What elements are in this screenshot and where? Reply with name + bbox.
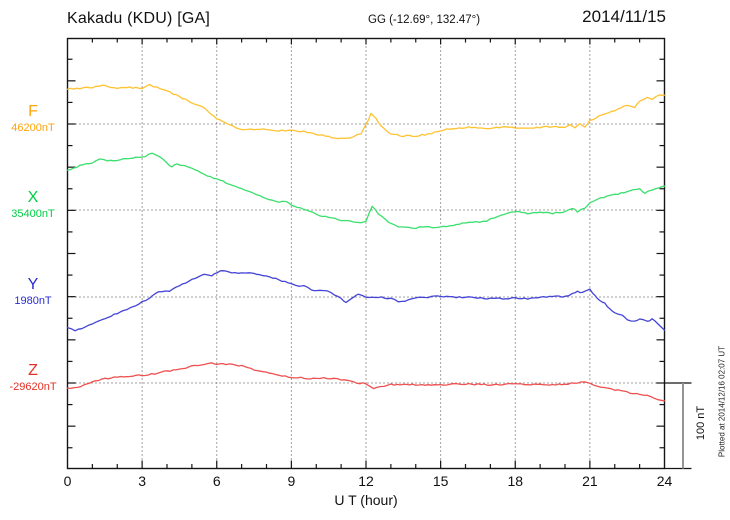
channel-baseline-Y: 1980nT	[14, 295, 52, 307]
x-tick-label-12: 12	[358, 473, 374, 489]
x-tick-label-3: 3	[138, 473, 147, 489]
trace-F	[66, 83, 666, 140]
trace-Y	[66, 270, 666, 332]
x-tick-label-15: 15	[432, 473, 449, 489]
plot-date: 2014/11/15	[582, 7, 666, 26]
x-tick-label-0: 0	[63, 473, 72, 489]
x-tick-label-9: 9	[287, 473, 296, 489]
trace-Z	[66, 362, 666, 402]
channel-letter-Z: Z	[28, 362, 38, 379]
channel-baseline-Z: -29620nT	[9, 381, 57, 393]
x-axis-title: U T (hour)	[334, 492, 398, 508]
geographic-coordinates: GG (-12.69°, 132.47°)	[368, 14, 481, 26]
trace-X	[66, 152, 666, 230]
x-tick-label-6: 6	[212, 473, 221, 489]
x-tick-label-18: 18	[507, 473, 524, 489]
channel-label-X: X 35400nT	[4, 189, 62, 221]
channel-baseline-X: 35400nT	[11, 208, 55, 220]
channel-letter-Y: Y	[27, 276, 39, 293]
channel-label-Z: Z -29620nT	[4, 362, 62, 394]
station-title: Kakadu (KDU) [GA]	[67, 10, 211, 27]
plot-timestamp-note: Plotted at 2014/12/16 02:07 UT	[717, 345, 727, 458]
x-tick-label-21: 21	[582, 473, 598, 489]
scale-bar-label: 100 nT	[695, 405, 707, 441]
x-tick-label-24: 24	[656, 473, 673, 489]
channel-letter-X: X	[27, 189, 39, 206]
channel-letter-F: F	[28, 103, 38, 120]
channel-baseline-F: 46200nT	[11, 122, 55, 134]
channel-label-F: F 46200nT	[4, 103, 62, 135]
channel-label-Y: Y 1980nT	[4, 276, 62, 308]
